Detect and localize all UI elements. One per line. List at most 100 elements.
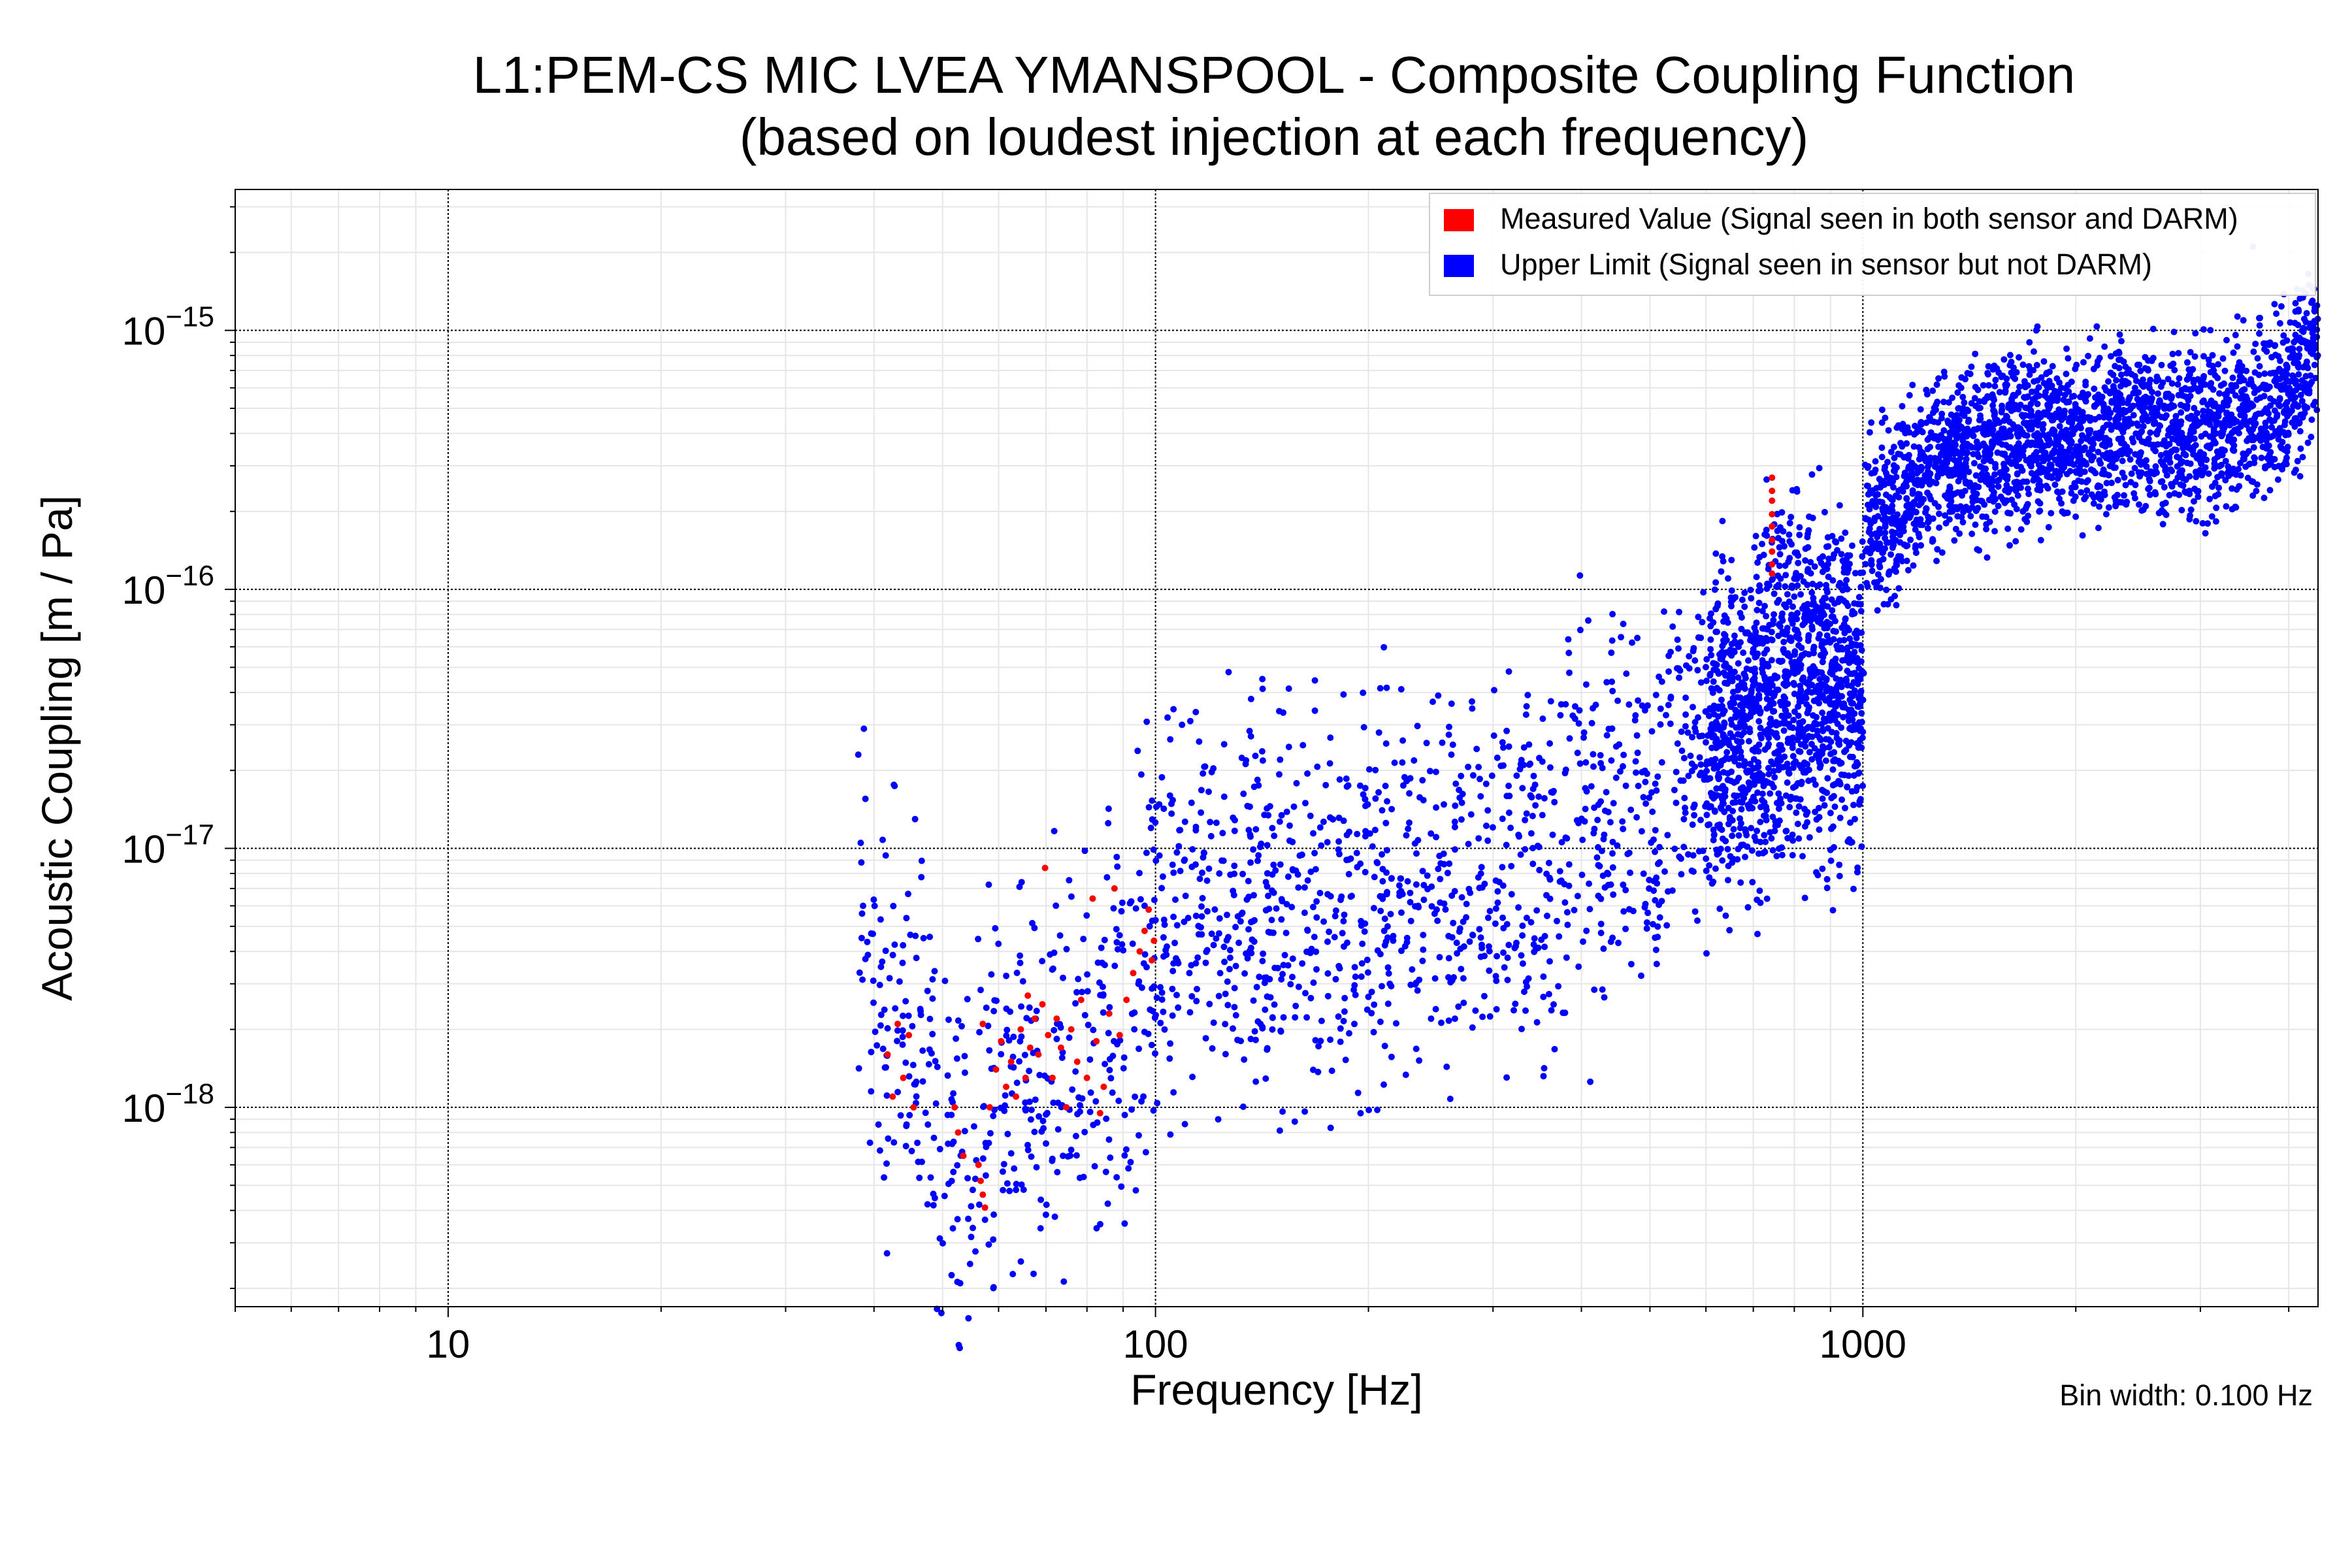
upper-limit-point — [1270, 861, 1277, 868]
upper-limit-point — [1639, 768, 1646, 776]
upper-limit-point — [1735, 683, 1742, 690]
upper-limit-point — [1217, 970, 1224, 977]
upper-limit-point — [1773, 853, 1780, 860]
upper-limit-point — [1147, 1006, 1154, 1013]
upper-limit-point — [1245, 893, 1252, 900]
upper-limit-point — [1846, 635, 1854, 642]
upper-limit-point — [1829, 607, 1836, 614]
upper-limit-point — [1340, 691, 1347, 698]
upper-limit-point — [1909, 382, 1916, 389]
upper-limit-point — [1478, 945, 1486, 952]
upper-limit-point — [1565, 861, 1573, 868]
upper-limit-point — [1769, 676, 1776, 683]
upper-limit-point — [1890, 462, 1897, 469]
upper-limit-point — [1781, 701, 1788, 708]
upper-limit-point — [1745, 657, 1752, 664]
upper-limit-point — [1332, 975, 1339, 983]
upper-limit-point — [1478, 864, 1485, 871]
upper-limit-point — [1016, 883, 1023, 890]
upper-limit-point — [1398, 947, 1405, 955]
upper-limit-point — [1107, 1154, 1114, 1161]
upper-limit-point — [2251, 454, 2258, 461]
upper-limit-point — [1226, 947, 1233, 954]
upper-limit-point — [1830, 692, 1837, 699]
upper-limit-point — [1054, 1126, 1062, 1133]
upper-limit-point — [1724, 845, 1731, 853]
upper-limit-point — [1774, 686, 1782, 693]
upper-limit-point — [1531, 935, 1538, 942]
upper-limit-point — [1203, 948, 1210, 955]
upper-limit-point — [1393, 1020, 1399, 1027]
upper-limit-point — [1084, 971, 1091, 978]
upper-limit-point — [1158, 774, 1166, 781]
upper-limit-point — [1776, 524, 1784, 531]
upper-limit-point — [1173, 922, 1181, 929]
upper-limit-point — [1009, 1053, 1017, 1060]
upper-limit-point — [1266, 975, 1273, 983]
upper-limit-point — [1822, 757, 1829, 764]
upper-limit-point — [1754, 789, 1761, 796]
upper-limit-point — [970, 1224, 976, 1232]
upper-limit-point — [1031, 1128, 1038, 1135]
upper-limit-point — [1578, 872, 1586, 879]
upper-limit-point — [1156, 801, 1163, 808]
upper-limit-point — [1765, 681, 1772, 689]
upper-limit-point — [1759, 796, 1765, 804]
upper-limit-point — [1080, 936, 1087, 943]
upper-limit-point — [1821, 802, 1828, 809]
upper-limit-point — [1738, 806, 1745, 813]
upper-limit-point — [1592, 701, 1599, 708]
upper-limit-point — [877, 963, 885, 970]
upper-limit-point — [2014, 463, 2020, 470]
upper-limit-point — [1791, 681, 1798, 689]
upper-limit-point — [2173, 446, 2180, 453]
upper-limit-point — [1612, 743, 1620, 750]
upper-limit-point — [1452, 802, 1459, 809]
upper-limit-point — [1490, 732, 1497, 739]
upper-limit-point — [2292, 308, 2299, 315]
upper-limit-point — [1801, 619, 1808, 627]
upper-limit-point — [1365, 766, 1373, 773]
upper-limit-point — [1889, 529, 1895, 536]
upper-limit-point — [1508, 890, 1515, 898]
upper-limit-point — [2229, 374, 2236, 382]
upper-limit-point — [1804, 710, 1811, 717]
upper-limit-point — [1456, 787, 1463, 794]
upper-limit-point — [1291, 1118, 1298, 1125]
upper-limit-point — [1200, 849, 1207, 856]
upper-limit-point — [1786, 721, 1793, 728]
upper-limit-point — [1644, 909, 1652, 917]
upper-limit-point — [1140, 960, 1147, 967]
upper-limit-point — [2264, 455, 2271, 462]
upper-limit-point — [1716, 727, 1723, 734]
upper-limit-point — [1196, 875, 1203, 883]
upper-limit-point — [1546, 876, 1554, 883]
upper-limit-point — [890, 902, 897, 909]
upper-limit-point — [1790, 717, 1797, 724]
upper-limit-point — [1269, 871, 1276, 878]
upper-limit-point — [1703, 867, 1710, 874]
upper-limit-point — [1711, 586, 1718, 593]
upper-limit-point — [2174, 381, 2181, 388]
upper-limit-point — [1541, 932, 1548, 939]
upper-limit-point — [1539, 715, 1546, 723]
upper-limit-point — [2151, 442, 2158, 449]
upper-limit-point — [1518, 1026, 1525, 1032]
upper-limit-point — [897, 1112, 904, 1119]
upper-limit-point — [2127, 479, 2134, 485]
upper-limit-point — [1788, 612, 1795, 619]
upper-limit-point — [1571, 715, 1578, 723]
upper-limit-point — [919, 1158, 925, 1166]
upper-limit-point — [932, 1058, 939, 1065]
upper-limit-point — [1798, 780, 1805, 787]
upper-limit-point — [1175, 843, 1183, 850]
upper-limit-point — [1220, 793, 1228, 800]
upper-limit-point — [1096, 979, 1103, 986]
upper-limit-point — [1264, 1046, 1271, 1053]
upper-limit-point — [1795, 803, 1803, 810]
upper-limit-point — [1878, 406, 1886, 414]
upper-limit-point — [1780, 543, 1788, 550]
upper-limit-point — [1837, 814, 1844, 821]
upper-limit-point — [1279, 971, 1286, 977]
upper-limit-point — [2097, 460, 2104, 467]
